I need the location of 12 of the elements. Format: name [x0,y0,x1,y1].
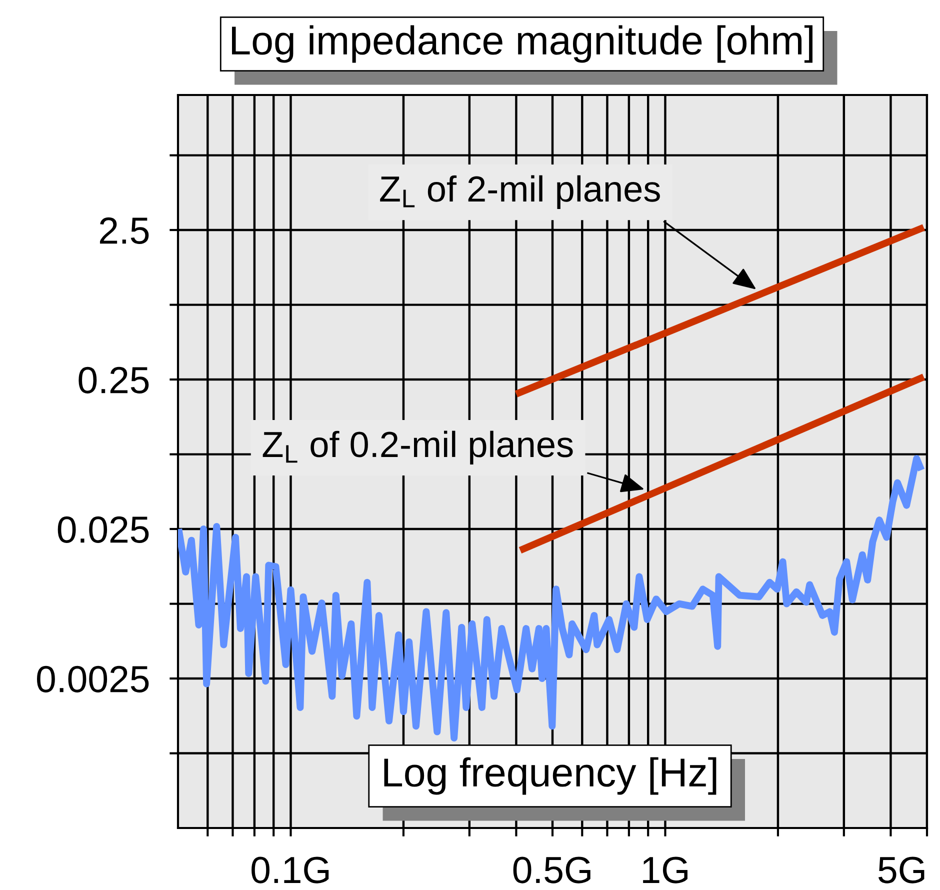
y-tick-label: 0.25 [78,366,149,394]
annotation: Z$_{L}$ of 2-mil planes [380,175,660,209]
chart-title: Log impedance magnitude [ohm] [232,25,812,63]
x-tick-label: 1G [643,856,688,884]
x-tick-label: 5G [878,856,924,884]
x-tick-label: 0.1G [252,856,329,884]
x-tick-label: 0.5G [513,856,590,884]
y-tick-label: 2.5 [100,217,149,244]
x-axis-title: Log frequency [Hz] [384,757,716,795]
y-tick-label: 0.025 [58,516,149,543]
y-tick-label: 0.0025 [37,666,149,692]
annotation: Z$_{L}$ of 0.2-mil planes [262,430,573,464]
